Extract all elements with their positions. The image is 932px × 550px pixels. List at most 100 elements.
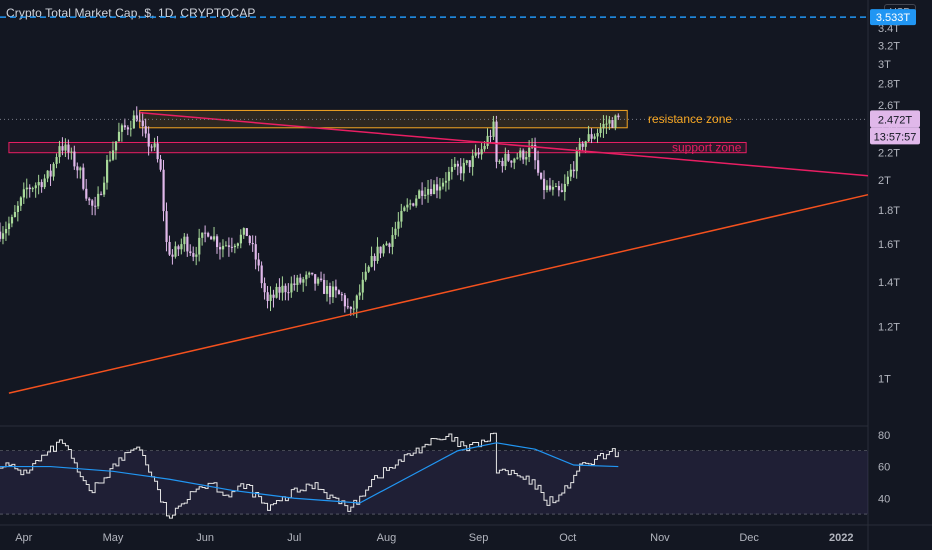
price-axis-label: 3.4T: [878, 23, 900, 35]
price-badge: [870, 110, 920, 128]
candle-body: [73, 151, 76, 167]
candle-body: [459, 166, 462, 174]
candle-body: [340, 294, 344, 296]
time-axis-label: Dec: [739, 532, 759, 544]
candle-body: [91, 200, 94, 206]
candle-body: [394, 228, 397, 236]
candle-body: [76, 166, 79, 171]
candle-body: [287, 292, 290, 294]
candle-body: [409, 203, 412, 205]
price-axis-label: 2.8T: [878, 79, 900, 91]
candle-body: [55, 157, 58, 164]
candle-body: [311, 272, 314, 275]
candle-body: [415, 198, 418, 206]
candle-body: [489, 135, 492, 137]
candle-body: [213, 236, 216, 240]
candle-body: [266, 292, 269, 301]
candle-body: [480, 149, 483, 155]
candle-body: [254, 244, 257, 260]
price-axis-label: 2.2T: [878, 148, 900, 160]
candle-body: [171, 254, 174, 257]
candle-body: [207, 233, 210, 237]
candle-body: [328, 285, 332, 298]
candle-body: [593, 136, 596, 139]
candle-body: [189, 251, 192, 254]
candle-body: [367, 266, 370, 272]
candle-body: [245, 228, 248, 237]
candle-body: [248, 236, 251, 243]
candle-body: [233, 245, 237, 248]
price-axis-label: 1T: [878, 373, 891, 385]
candle-body: [563, 184, 566, 192]
candle-body: [114, 141, 118, 151]
candle-body: [150, 146, 153, 148]
candle-body: [614, 115, 617, 128]
candle-body: [599, 128, 602, 134]
candle-body: [79, 167, 82, 171]
candle-body: [608, 120, 611, 124]
candle-body: [70, 151, 73, 153]
candle-body: [186, 236, 189, 252]
price-axis-label: 1.2T: [878, 321, 900, 333]
candle-body: [581, 143, 584, 147]
candle-body: [373, 256, 376, 261]
candle-body: [587, 134, 590, 142]
candle-body: [269, 294, 272, 301]
candle-body: [37, 182, 40, 186]
candle-body: [465, 160, 468, 163]
candle-body: [444, 180, 448, 183]
candles: [0, 106, 620, 318]
candle-body: [177, 246, 180, 250]
candle-body: [447, 171, 451, 181]
target-badge: [870, 9, 916, 26]
candle-body: [28, 187, 31, 190]
time-axis-label: Jun: [196, 532, 214, 544]
rsi-line: [0, 432, 619, 519]
candle-body: [156, 143, 159, 160]
candle-body: [82, 167, 85, 189]
candle-body: [40, 182, 43, 188]
candle-body: [492, 121, 495, 137]
candle-body: [331, 286, 335, 298]
candle-body: [314, 274, 317, 284]
candle-body: [239, 234, 242, 244]
candle-body: [64, 144, 67, 151]
candle-body: [201, 232, 204, 238]
price-axis-label: 1.6T: [878, 239, 900, 251]
candle-body: [195, 254, 198, 257]
time-axis-label: Apr: [15, 532, 32, 544]
candle-body: [111, 150, 115, 160]
candle-body: [153, 143, 156, 148]
ascending-trendline: [8, 193, 869, 394]
candle-body: [4, 229, 8, 234]
candle-body: [147, 133, 150, 147]
candle-body: [355, 295, 358, 309]
candle-body: [293, 283, 296, 285]
candle-body: [10, 217, 14, 224]
candle-body: [162, 169, 165, 212]
rsi-axis-label: 80: [878, 430, 890, 442]
candle-body: [43, 178, 46, 188]
candle-body: [323, 279, 326, 294]
price-axis-label: 2T: [878, 175, 891, 187]
candle-body: [204, 232, 207, 234]
candle-body: [504, 153, 507, 167]
resistance-zone-label: resistance zone: [648, 112, 732, 126]
price-axis-label: 1.4T: [878, 277, 900, 289]
candle-body: [16, 205, 20, 212]
candle-body: [433, 184, 436, 195]
candle-body: [278, 286, 281, 293]
candle-body: [34, 185, 37, 189]
candle-body: [7, 223, 11, 230]
candle-body: [578, 143, 581, 151]
price-axis-label: 3.2T: [878, 40, 900, 52]
candle-body: [100, 193, 103, 195]
rsi-ma-line: [0, 442, 619, 504]
candle-body: [572, 169, 575, 172]
candle-body: [540, 172, 543, 179]
time-axis-label: Jul: [287, 532, 301, 544]
candle-body: [135, 115, 138, 121]
candle-body: [305, 274, 308, 280]
candle-body: [361, 279, 364, 293]
